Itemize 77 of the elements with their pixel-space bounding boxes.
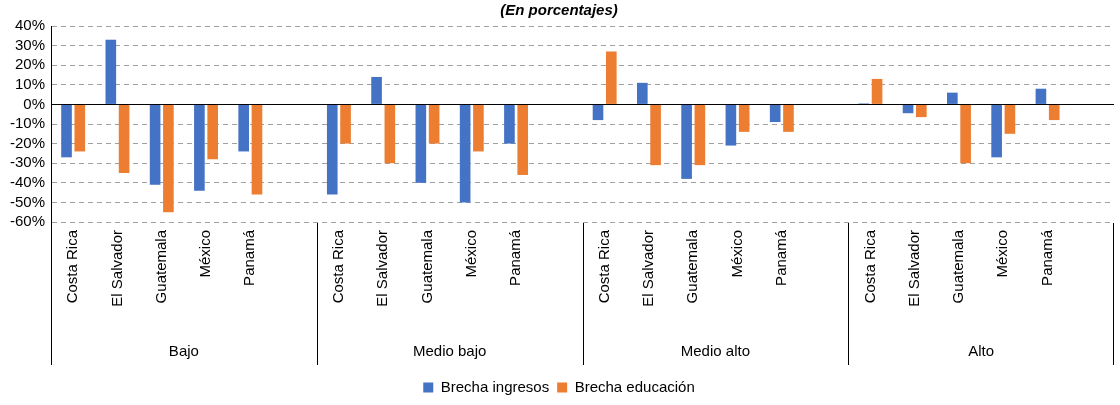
x-tick-label: México <box>993 230 1011 278</box>
bar <box>384 104 396 164</box>
bar <box>960 104 971 164</box>
y-tick-label: -20% <box>9 133 46 151</box>
x-tick-label: Panamá <box>1037 229 1055 286</box>
bar <box>473 104 484 152</box>
x-tick-label: Guatemala <box>683 229 701 304</box>
bar <box>118 104 130 173</box>
legend-label: Brecha ingresos <box>440 377 550 395</box>
bar <box>326 104 338 195</box>
bar <box>1035 88 1047 104</box>
bar <box>207 104 218 160</box>
y-tick-label: -30% <box>9 153 46 171</box>
bar <box>428 104 440 144</box>
x-tick-label: Costa Rica <box>860 229 878 304</box>
bar <box>163 104 174 213</box>
y-tick-label: 40% <box>14 16 46 34</box>
x-tick-label: El Salvador <box>373 230 391 307</box>
y-tick-label: 30% <box>14 35 46 53</box>
text: Medio bajo <box>412 342 487 360</box>
y-tick-label: -10% <box>9 114 46 132</box>
y-tick-label: -50% <box>9 192 46 210</box>
x-tick-label: Panamá <box>506 229 524 286</box>
x-tick-label: México <box>461 230 479 278</box>
bar <box>769 104 781 123</box>
x-tick-label: El Salvador <box>904 230 922 307</box>
x-tick-label: Panamá <box>771 229 789 286</box>
y-tick-label: 0% <box>23 94 46 112</box>
text: Alto <box>968 342 995 360</box>
bar <box>902 104 914 114</box>
x-tick-label: México <box>196 230 214 278</box>
bar <box>504 104 515 144</box>
bar <box>340 104 351 144</box>
bar <box>149 104 161 185</box>
bar <box>105 39 117 104</box>
bar <box>725 104 737 146</box>
bar <box>459 104 471 203</box>
bar <box>238 104 249 152</box>
bar <box>194 104 205 191</box>
y-tick-label: 20% <box>14 55 46 73</box>
bar <box>871 78 883 104</box>
bar <box>650 104 661 166</box>
bar <box>74 104 86 152</box>
y-tick-label: -60% <box>9 212 46 230</box>
bar <box>605 51 617 104</box>
bar <box>415 104 427 183</box>
bar <box>517 104 529 175</box>
bar <box>694 104 706 166</box>
y-tick-label: -40% <box>9 172 46 190</box>
x-tick-label: El Salvador <box>107 230 125 307</box>
chart-title: (En porcentajes) <box>500 1 618 19</box>
bar <box>371 76 382 104</box>
legend-label: Brecha educación <box>574 377 695 395</box>
x-tick-label: Panamá <box>240 229 258 286</box>
x-tick-label: Guatemala <box>417 229 435 304</box>
x-tick-label: México <box>727 230 745 278</box>
bar <box>681 104 692 179</box>
bar <box>738 104 750 132</box>
bar <box>916 104 927 118</box>
x-tick-label: El Salvador <box>639 230 657 307</box>
bar <box>783 104 794 132</box>
bar <box>592 104 604 121</box>
bar <box>636 82 648 104</box>
bar <box>1048 104 1060 121</box>
x-tick-label: Costa Rica <box>329 229 347 304</box>
bar <box>1004 104 1016 134</box>
bar <box>61 104 72 158</box>
bar <box>947 92 958 104</box>
bar <box>251 104 263 195</box>
y-tick-label: 10% <box>14 74 46 92</box>
text: Medio alto <box>680 342 750 360</box>
text: Bajo <box>168 342 199 360</box>
x-tick-label: Guatemala <box>949 229 967 304</box>
bar <box>991 104 1002 158</box>
x-tick-label: Costa Rica <box>594 229 612 304</box>
x-tick-label: Guatemala <box>151 229 169 304</box>
x-tick-label: Costa Rica <box>63 229 81 304</box>
